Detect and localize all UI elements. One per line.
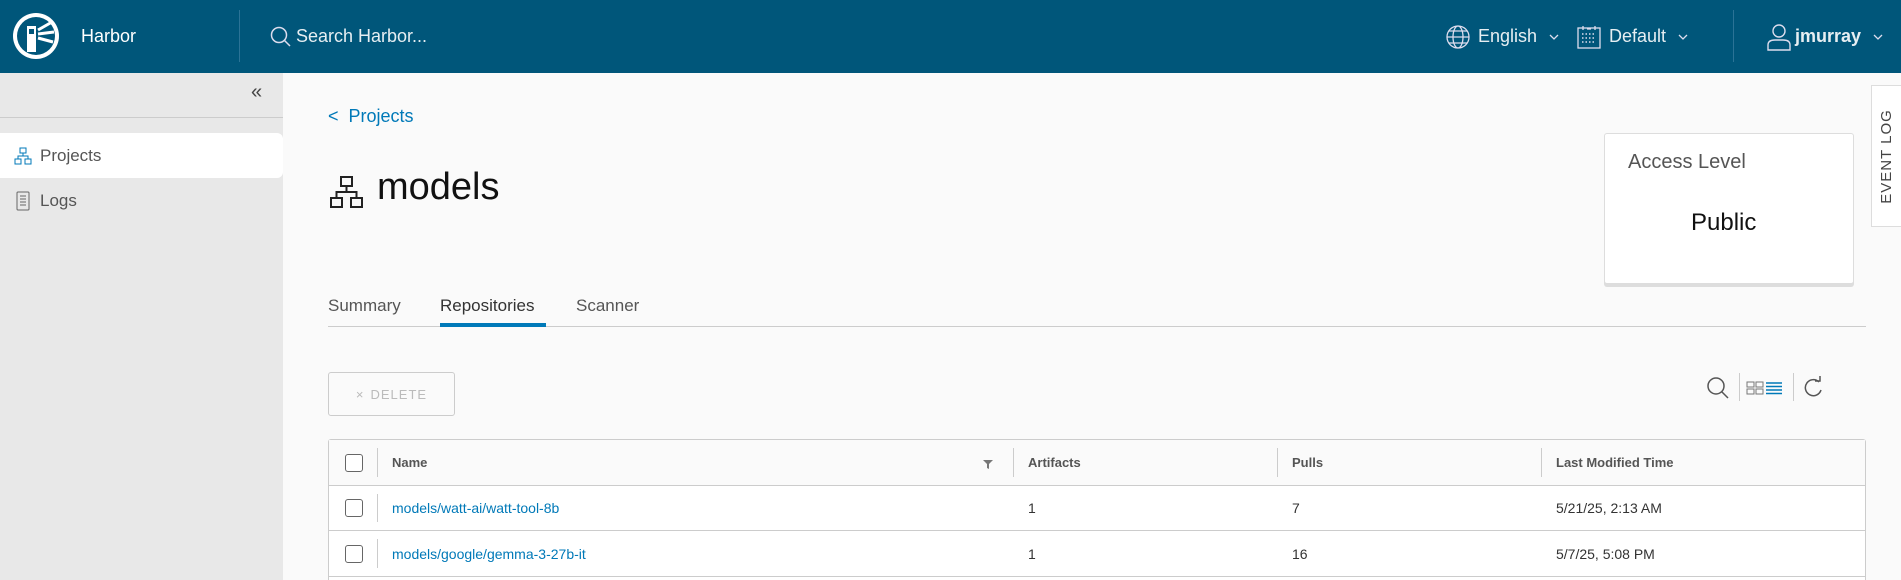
event-log-tab[interactable]: EVENT LOG — [1871, 85, 1901, 227]
divider — [0, 117, 283, 118]
sidebar-item-projects[interactable]: Projects — [0, 133, 283, 178]
last-modified: 5/21/25, 2:13 AM — [1556, 500, 1662, 516]
sidebar-item-label: Projects — [40, 145, 102, 165]
divider — [1733, 10, 1734, 62]
divider — [1739, 373, 1740, 401]
divider — [377, 539, 378, 568]
top-header: Harbor Search Harbor... English Default … — [0, 0, 1901, 73]
tab-repositories[interactable]: Repositories — [440, 296, 535, 315]
access-level-value: Public — [1691, 209, 1757, 236]
chevron-down-icon — [1549, 34, 1559, 40]
user-icon — [1767, 23, 1791, 51]
sidebar: « Projects Logs — [0, 73, 283, 580]
row-checkbox[interactable] — [345, 544, 363, 563]
view-toggle-icon[interactable] — [1746, 380, 1786, 396]
logs-icon — [16, 191, 30, 210]
breadcrumb-projects[interactable]: < Projects — [328, 106, 414, 127]
chevron-down-icon — [1678, 34, 1688, 40]
select-all-checkbox[interactable] — [345, 440, 363, 485]
page-title: models — [377, 166, 500, 208]
column-header-pulls[interactable]: Pulls — [1292, 455, 1324, 470]
column-header-last-modified[interactable]: Last Modified Time — [1556, 455, 1674, 470]
filter-icon[interactable] — [983, 459, 993, 469]
repository-link[interactable]: models/watt-ai/watt-tool-8b — [392, 500, 560, 516]
delete-label: DELETE — [370, 386, 428, 402]
delete-button[interactable]: × DELETE — [328, 372, 455, 416]
artifacts-count: 1 — [1028, 500, 1036, 516]
repository-link[interactable]: models/google/gemma-3-27b-it — [392, 545, 586, 562]
search-icon[interactable] — [1706, 376, 1730, 400]
table-row: models/watt-ai/watt-tool-8b 1 7 5/21/25,… — [329, 486, 1865, 531]
divider — [377, 448, 378, 477]
table-row: models/google/gemma-3-27b-it 1 16 5/7/25… — [329, 531, 1865, 577]
row-checkbox[interactable] — [345, 499, 363, 517]
collapse-sidebar-icon[interactable]: « — [251, 81, 263, 103]
pulls-count: 16 — [1292, 545, 1308, 562]
user-name: jmurray — [1794, 26, 1861, 46]
language-dropdown[interactable]: English — [1446, 0, 1559, 73]
checkbox[interactable] — [345, 453, 363, 472]
sidebar-item-label: Logs — [40, 190, 77, 210]
search-input[interactable]: Search Harbor... — [296, 26, 428, 46]
access-level-title: Access Level — [1628, 151, 1746, 173]
date-format-dropdown[interactable]: Default — [1577, 0, 1688, 73]
breadcrumb-label: Projects — [348, 106, 414, 126]
pulls-count: 7 — [1292, 500, 1300, 516]
harbor-logo-icon[interactable] — [10, 10, 62, 62]
active-tab-indicator — [440, 323, 546, 327]
date-format-label: Default — [1609, 26, 1667, 46]
app-name[interactable]: Harbor — [81, 26, 137, 46]
tab-scanner[interactable]: Scanner — [576, 296, 640, 315]
event-log-label: EVENT LOG — [1878, 108, 1895, 204]
artifacts-count: 1 — [1028, 545, 1036, 562]
close-icon: × — [355, 386, 365, 402]
table-header-row: Name Artifacts Pulls Last Modified Time — [329, 440, 1865, 486]
language-label: English — [1478, 26, 1538, 46]
divider — [1793, 373, 1794, 401]
search-icon[interactable] — [270, 26, 292, 48]
tab-summary[interactable]: Summary — [328, 296, 401, 315]
globe-icon — [1446, 24, 1470, 49]
tabs-divider — [328, 326, 1866, 327]
refresh-icon[interactable] — [1802, 376, 1824, 400]
column-header-artifacts[interactable]: Artifacts — [1028, 455, 1081, 470]
user-menu[interactable]: jmurray — [1767, 0, 1883, 73]
access-level-card: Access Level Public — [1604, 133, 1854, 284]
project-icon — [330, 176, 363, 208]
column-resizer[interactable] — [1541, 448, 1542, 477]
projects-icon — [14, 147, 32, 164]
column-resizer[interactable] — [1277, 448, 1278, 477]
calendar-icon — [1577, 25, 1601, 49]
repositories-table: Name Artifacts Pulls Last Modified Time … — [328, 439, 1866, 580]
divider — [239, 10, 240, 62]
divider — [377, 494, 378, 522]
last-modified: 5/7/25, 5:08 PM — [1556, 545, 1655, 562]
sidebar-item-logs[interactable]: Logs — [0, 178, 283, 223]
column-resizer[interactable] — [1013, 448, 1014, 477]
search-box[interactable]: Search Harbor... — [270, 0, 427, 73]
column-header-name[interactable]: Name — [392, 455, 428, 470]
chevron-down-icon — [1873, 34, 1883, 40]
back-chevron-icon: < — [328, 106, 339, 126]
